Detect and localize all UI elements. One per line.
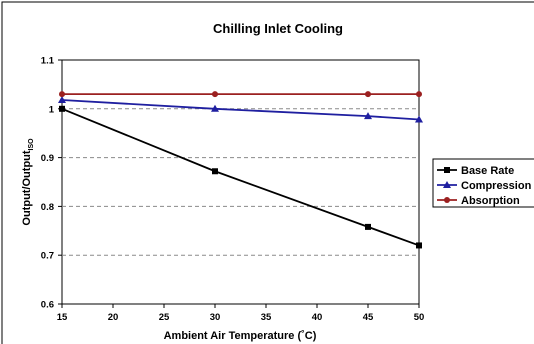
data-point-base-rate: [416, 242, 422, 249]
y-axis-title-subscript: ISO: [28, 138, 35, 151]
series-base-rate: [59, 105, 422, 249]
x-tick-label: 30: [210, 312, 221, 323]
x-tick-label: 35: [261, 312, 272, 323]
y-tick-label: 0.8: [41, 202, 54, 213]
legend-item-base-rate: Base Rate: [437, 165, 514, 177]
series-compression: [58, 96, 423, 123]
legend-swatch-marker: [443, 181, 451, 188]
series-line-base-rate: [61, 107, 420, 247]
x-tick-label: 45: [363, 312, 374, 323]
y-tick-label: 0.6: [41, 300, 54, 311]
data-point-absorption: [365, 91, 371, 98]
y-tick-label: 0.7: [41, 251, 54, 262]
y-tick-label: 0.9: [41, 153, 54, 164]
data-point-absorption: [212, 91, 218, 98]
legend-label: Base Rate: [461, 165, 514, 177]
data-point-compression: [415, 115, 423, 123]
gridlines: [62, 108, 419, 256]
x-axis-title: Ambient Air Temperature (˚C): [164, 330, 317, 342]
x-tick-label: 20: [108, 312, 119, 323]
series-group: [58, 91, 423, 249]
y-tick-label: 1: [49, 104, 55, 115]
y-axis-title: Output/OutputISO: [21, 138, 35, 226]
legend-label: Compression: [461, 180, 532, 192]
series-line-compression: [61, 99, 420, 121]
x-tick-label: 40: [312, 312, 323, 323]
legend: Base Rate Compression Absorption: [432, 158, 534, 208]
data-point-absorption: [59, 91, 65, 98]
data-point-compression: [364, 112, 372, 120]
legend-swatch-marker: [444, 167, 450, 173]
series-absorption: [59, 91, 422, 98]
data-point-compression: [58, 96, 66, 104]
data-point-base-rate: [212, 168, 218, 175]
data-point-absorption: [416, 91, 422, 98]
axis-ticks: 0.6 0.7 0.8 0.9 1 1.1 15 20 25 30 35 40 45 50: [41, 56, 425, 324]
legend-item-absorption: Absorption: [437, 195, 520, 207]
legend-box: [432, 158, 534, 208]
x-tick-label: 50: [414, 312, 425, 323]
legend-label: Absorption: [461, 195, 520, 207]
data-point-base-rate: [365, 223, 371, 230]
y-tick-label: 1.1: [41, 56, 55, 67]
x-tick-label: 15: [57, 312, 68, 323]
data-point-base-rate: [59, 105, 65, 112]
chart-title: Chilling Inlet Cooling: [213, 21, 343, 36]
y-axis-title-main: Output/Output: [21, 150, 33, 225]
x-tick-label: 25: [159, 312, 170, 323]
legend-item-compression: Compression: [437, 180, 532, 192]
data-point-compression: [211, 104, 219, 112]
plot-area: [61, 59, 420, 305]
legend-swatch-marker: [444, 197, 450, 203]
